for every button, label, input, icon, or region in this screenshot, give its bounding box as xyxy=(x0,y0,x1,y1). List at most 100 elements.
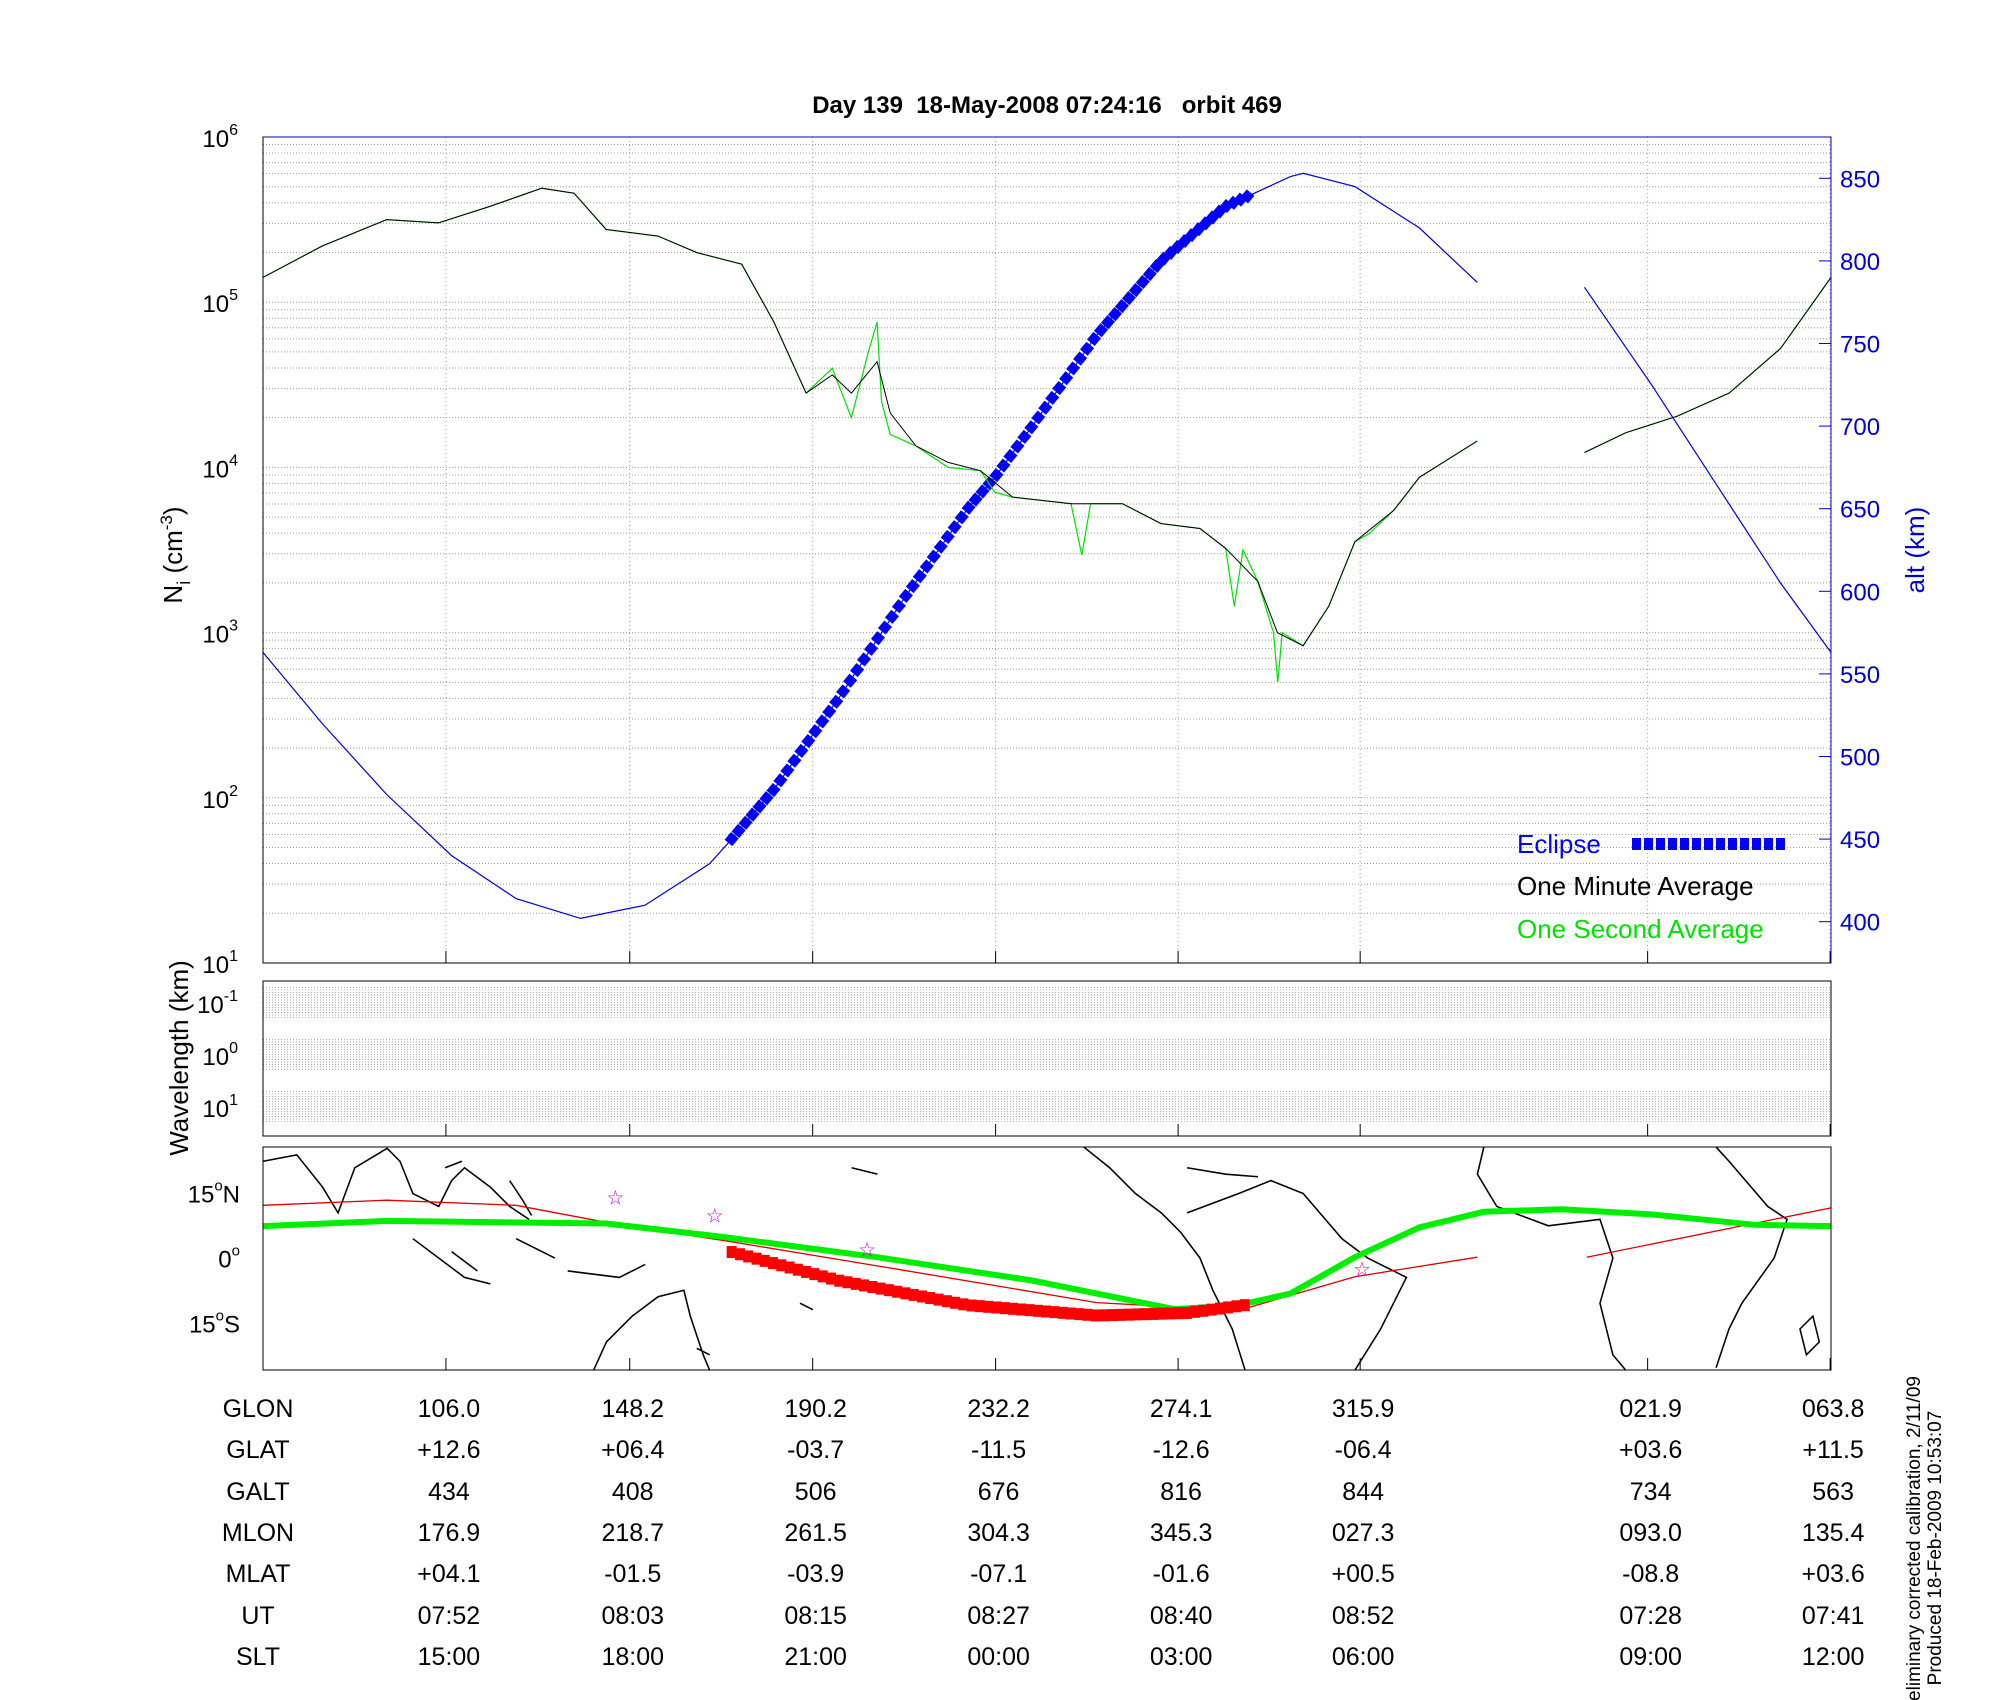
eclipse-marker xyxy=(912,569,927,584)
lat-tick-label: 15oN xyxy=(188,1178,240,1209)
y-tick-base: 10 xyxy=(202,952,229,979)
star-icon: ☆ xyxy=(1353,1259,1371,1281)
eclipse-marker xyxy=(1086,331,1102,346)
eclipse-marker xyxy=(766,783,781,798)
density-plot: 1061051041031021018508007507006506005505… xyxy=(202,122,1880,979)
table-row-label: GALT xyxy=(226,1478,289,1506)
table-cell: 261.5 xyxy=(784,1519,847,1547)
eclipse-track-marker xyxy=(1107,1309,1118,1322)
table-cell: 148.2 xyxy=(601,1395,664,1423)
footnote-calibration: Preliminary corrected calibration, 2/11/… xyxy=(1904,1376,1925,1700)
eclipse-track-marker xyxy=(726,1246,737,1259)
eclipse-track-marker xyxy=(1173,1307,1184,1320)
eclipse-marker xyxy=(1066,361,1081,376)
eclipse-track-marker xyxy=(1115,1308,1126,1321)
eclipse-track-marker xyxy=(784,1261,795,1274)
legend: Eclipse One Minute Average One Second Av… xyxy=(1517,829,1785,944)
table-cell: 21:00 xyxy=(784,1643,847,1671)
eclipse-track-marker xyxy=(792,1263,803,1276)
eclipse-track-marker xyxy=(1008,1302,1019,1315)
eclipse-marker xyxy=(801,733,816,749)
table-cell: -06.4 xyxy=(1335,1436,1392,1464)
eclipse-track-marker xyxy=(999,1302,1010,1315)
eclipse-track-marker xyxy=(776,1259,787,1272)
eclipse-track-marker xyxy=(743,1250,754,1263)
y-tick-exp: 4 xyxy=(229,452,238,469)
table-cell: 408 xyxy=(612,1478,654,1506)
wavelength-tick-label: 101 xyxy=(202,1092,238,1123)
table-cell: 315.9 xyxy=(1332,1395,1395,1423)
y-tick-base: 10 xyxy=(202,1044,229,1071)
eclipse-track-marker xyxy=(1148,1307,1159,1320)
eclipse-marker xyxy=(933,539,948,554)
eclipse-track-marker xyxy=(1239,1299,1250,1312)
alt-tick-label: 600 xyxy=(1840,579,1880,606)
orbit-parameter-table: GLON 106.0 148.2 190.2 232.2 274.1 315.9 021.9 0… xyxy=(222,1395,1865,1671)
eclipse-track-marker xyxy=(859,1279,870,1292)
alt-tick-label: 400 xyxy=(1840,910,1880,937)
satellite-ground-track xyxy=(262,1206,1832,1313)
eclipse-marker xyxy=(1149,258,1164,273)
table-cell: -11.5 xyxy=(971,1436,1026,1464)
table-cell: 135.4 xyxy=(1802,1519,1865,1547)
eclipse-marker xyxy=(1073,351,1088,366)
eclipse-track-marker xyxy=(751,1252,762,1265)
eclipse-track-marker xyxy=(1057,1306,1068,1319)
eclipse-track-marker xyxy=(834,1274,845,1287)
legend-eclipse-square xyxy=(1776,838,1785,850)
eclipse-marker xyxy=(787,753,802,768)
alt-tick-label: 550 xyxy=(1840,662,1880,689)
legend-eclipse-square xyxy=(1632,838,1641,850)
eclipse-marker xyxy=(870,631,886,646)
table-cell: -01.5 xyxy=(604,1560,661,1588)
eclipse-marker xyxy=(1128,282,1143,298)
table-row-label: GLAT xyxy=(226,1436,289,1464)
y-tick-base: 10 xyxy=(202,1096,229,1123)
table-cell: 304.3 xyxy=(967,1519,1030,1547)
legend-eclipse-square xyxy=(1764,838,1773,850)
y-tick-base: 10 xyxy=(202,291,229,318)
degree-symbol: o xyxy=(232,1243,240,1260)
lat-tick-label: 0o xyxy=(218,1243,240,1274)
eclipse-marker xyxy=(857,652,872,667)
alt-tick-label: 850 xyxy=(1840,166,1880,193)
eclipse-track-marker xyxy=(916,1290,927,1303)
eclipse-track-marker xyxy=(1016,1303,1027,1316)
eclipse-track-marker xyxy=(734,1248,745,1261)
table-cell: 08:03 xyxy=(601,1602,664,1630)
eclipse-track-marker xyxy=(1132,1308,1143,1321)
table-cell: +03.6 xyxy=(1619,1436,1682,1464)
eclipse-marker xyxy=(745,807,760,822)
legend-eclipse-square xyxy=(1752,838,1761,850)
table-cell: -01.6 xyxy=(1153,1560,1210,1588)
eclipse-marker xyxy=(808,724,823,739)
table-cell: 18:00 xyxy=(601,1643,664,1671)
eclipse-track-marker xyxy=(983,1300,994,1313)
coastlines xyxy=(263,1146,1821,1371)
eclipse-marker xyxy=(1059,371,1074,386)
eclipse-track-marker xyxy=(1082,1308,1093,1321)
table-cell: +06.4 xyxy=(601,1436,664,1464)
eclipse-marker xyxy=(759,791,774,806)
eclipse-marker xyxy=(815,714,830,729)
degree-symbol: o xyxy=(216,1307,224,1324)
y-tick-base: 10 xyxy=(202,622,229,649)
y-tick-exp: 3 xyxy=(229,618,238,635)
eclipse-marker xyxy=(863,641,879,656)
table-cell: +11.5 xyxy=(1802,1436,1863,1464)
eclipse-track-marker xyxy=(883,1284,894,1297)
alt-tick-label: 500 xyxy=(1840,745,1880,772)
lat-value: 15 xyxy=(189,1311,216,1338)
eclipse-marker xyxy=(773,773,788,788)
legend-eclipse-square xyxy=(1680,838,1689,850)
legend-one-second: One Second Average xyxy=(1517,914,1764,944)
eclipse-marker xyxy=(822,704,837,719)
star-icon: ☆ xyxy=(606,1188,624,1210)
table-cell: 06:00 xyxy=(1332,1643,1395,1671)
eclipse-marker xyxy=(1240,189,1255,204)
table-cell: 12:00 xyxy=(1802,1643,1865,1671)
eclipse-track-marker xyxy=(1190,1305,1201,1318)
eclipse-marker xyxy=(1142,266,1157,282)
